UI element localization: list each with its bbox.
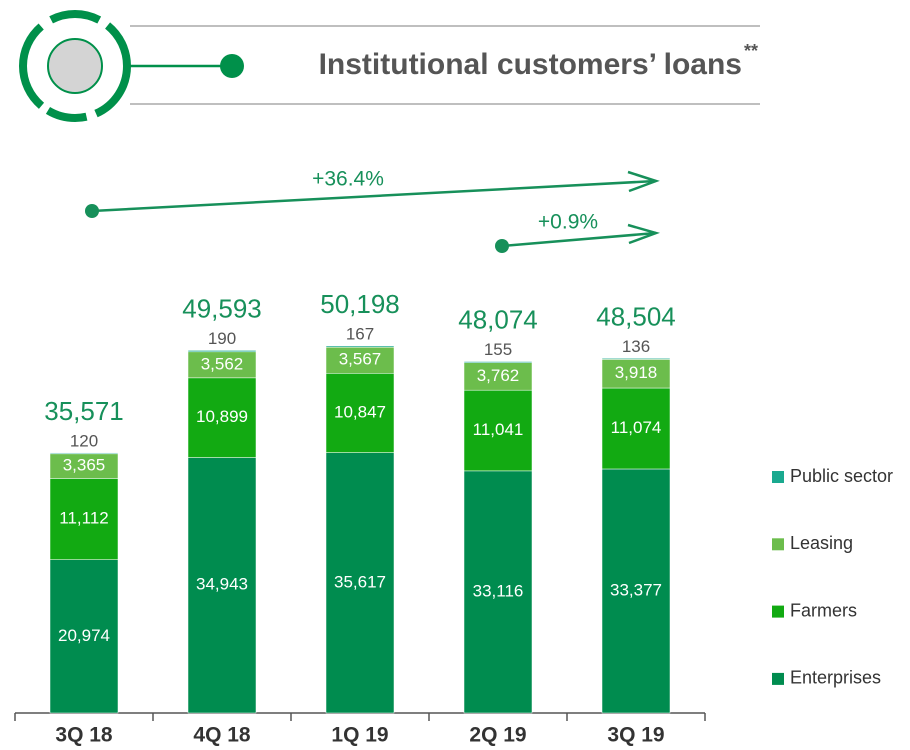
legend-label: Public sector <box>790 466 893 486</box>
legend-swatch <box>772 605 784 618</box>
x-tick-label: 3Q 18 <box>55 724 113 747</box>
data-label: 120 <box>70 431 98 450</box>
data-label: 11,112 <box>59 509 108 528</box>
legend-swatch <box>772 672 784 685</box>
bar-segment <box>601 359 671 389</box>
data-label: 3,762 <box>477 366 520 385</box>
total-label: 48,074 <box>458 304 538 334</box>
data-label: 10,847 <box>334 402 386 421</box>
data-label: 3,365 <box>63 456 106 475</box>
bar-segment <box>463 470 533 714</box>
total-label: 35,571 <box>44 396 124 426</box>
data-label: 3,918 <box>615 363 658 382</box>
x-tick-label: 1Q 19 <box>331 724 388 747</box>
data-label: 11,041 <box>473 420 524 439</box>
bar-segment <box>49 559 119 714</box>
annotation: +36.4% <box>312 168 384 191</box>
data-label: 35,617 <box>334 572 386 591</box>
data-label: 155 <box>484 340 512 359</box>
data-label: 33,116 <box>473 581 524 600</box>
x-tick-label: 3Q 19 <box>607 724 664 747</box>
total-label: 48,504 <box>596 301 676 331</box>
annotation: +0.9% <box>538 211 598 234</box>
data-label: 136 <box>622 337 650 356</box>
bar-segment <box>49 453 119 479</box>
header-decoration <box>19 10 760 122</box>
data-label: 190 <box>208 329 236 348</box>
legend-swatch <box>772 471 784 483</box>
x-tick-label: 4Q 18 <box>193 724 251 747</box>
bar-segment <box>463 361 533 363</box>
bar-segment <box>601 468 671 714</box>
data-label: 10,899 <box>196 407 248 426</box>
data-label: 34,943 <box>196 575 248 594</box>
bar-segment <box>601 387 671 470</box>
bar-segment <box>325 373 395 453</box>
bar-segment <box>187 350 257 353</box>
arrows <box>85 170 661 253</box>
legend-swatch <box>772 538 784 551</box>
bar-segment <box>49 452 119 455</box>
chart-title: Institutional customers’ loans <box>319 48 742 81</box>
total-label: 50,198 <box>320 289 400 319</box>
bar-segment <box>187 377 257 458</box>
bar-segment <box>325 452 395 714</box>
bar-segment <box>325 346 395 374</box>
legend-label: Leasing <box>790 533 853 553</box>
data-label: 11,074 <box>611 418 662 437</box>
bar-segment <box>187 351 257 379</box>
data-label: 167 <box>346 324 374 343</box>
data-label: 3,562 <box>201 354 244 373</box>
data-label: 20,974 <box>58 626 110 645</box>
bar-segment <box>325 345 395 348</box>
data-label: 3,567 <box>339 350 382 369</box>
bar-segment <box>601 358 671 360</box>
legend-label: Farmers <box>790 600 857 620</box>
title-marker: ** <box>744 41 758 61</box>
legend-label: Enterprises <box>790 668 881 688</box>
x-tick-label: 2Q 19 <box>469 724 526 747</box>
bar-segment <box>49 478 119 560</box>
data-label: 33,377 <box>610 580 662 599</box>
total-label: 49,593 <box>182 293 262 323</box>
